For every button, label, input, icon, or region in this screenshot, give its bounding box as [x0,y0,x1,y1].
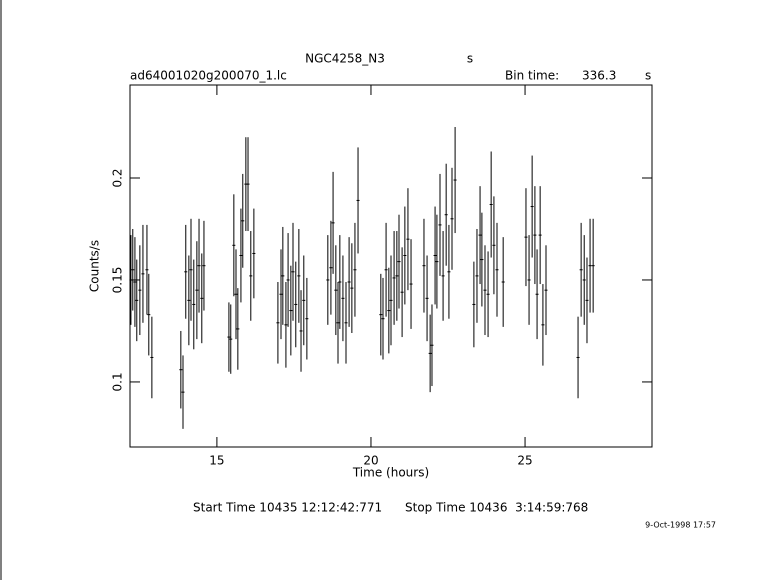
chart-title: NGC4258_N3 [305,52,385,66]
plot-frame [129,84,653,448]
start-time: Start Time 10435 12:12:42:771 [193,501,382,515]
x-axis-label: Time (hours) [352,466,429,480]
x-tick-label: 25 [517,454,532,468]
title-suffix: s [467,52,473,66]
x-tick-label: 15 [209,454,224,468]
y-tick-label: 0.15 [111,267,125,294]
bin-time-label: Bin time: [505,69,559,83]
y-tick-label: 0.2 [111,168,125,187]
subtitle: ad64001020g200070_1.lc [130,69,287,83]
bin-time: 336.3 [582,69,616,83]
x-tick-label: 20 [363,454,378,468]
stop-time: Stop Time 10436 3:14:59:768 [405,501,588,515]
y-axis-label: Counts/s [88,240,102,292]
y-tick-label: 0.1 [111,372,125,391]
timestamp: 9-Oct-1998 17:57 [645,521,716,530]
bin-time-unit: s [645,69,651,83]
